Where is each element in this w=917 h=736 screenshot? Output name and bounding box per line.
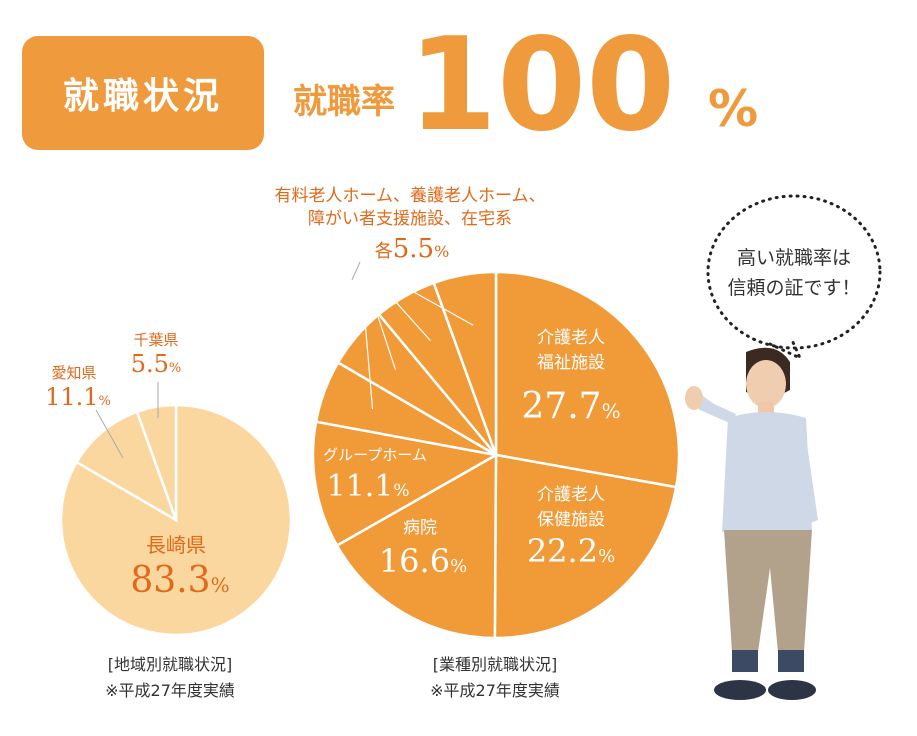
right-cuff [778,650,804,672]
industry-pie-slice-7 [432,270,498,456]
fukushi-value-unit: % [602,399,621,423]
shirt [722,412,812,532]
face [746,360,786,408]
aichi-value-unit: % [99,394,111,409]
byoin-label: 病院 [403,518,437,538]
small-slice-leader-0 [359,261,374,410]
fukushi-label-line2: 福祉施設 [537,353,605,373]
small-slice-leader-1 [359,261,397,370]
right-shoe [768,680,816,700]
chiba-value-number: 5.5 [131,350,169,378]
small-slices-value: 5.5 [393,234,434,264]
region-pie-slice-1 [74,410,179,523]
left-cuff [732,650,758,672]
hoken-value-unit: % [598,546,615,567]
grouphome-value-unit: % [393,481,409,501]
industry-pie-slice-2 [335,452,498,640]
lower-arm [796,424,818,524]
industry-pie-chart [311,270,681,640]
small-slices-prefix: 各 [375,241,393,262]
region-chart-note: ※平成27年度実績 [105,681,235,700]
region-pie-slice-2 [135,403,178,521]
industry-pie-slice-0 [494,270,681,489]
industry-chart-caption: [業種別就職状況] ※平成27年度実績 [395,652,595,704]
aichi-leader-line [95,409,124,459]
aichi-value-number: 11.1 [45,383,98,411]
hoken-value-number: 22.2 [527,532,598,570]
industry-chart-title: [業種別就職状況] [432,655,558,674]
byoin-value-number: 16.6 [379,542,450,580]
industry-chart-note: ※平成27年度実績 [430,681,560,700]
chiba-label: 千葉県 [133,331,178,349]
employment-rate-label: 就職率 [293,82,395,122]
small-slice-leader-stub [351,261,361,281]
employment-rate-value: 100 [408,11,676,160]
small-slices-value: 各5.5% [375,234,450,264]
nagasaki-label: 長崎県 [146,533,206,557]
speech-bubble-text: 高い就職率は 信頼の証です！ [712,198,876,348]
hoken-label-line1: 介護老人 [537,485,605,505]
speech-bubble-line1: 高い就職率は [736,247,851,269]
small-slice-leader-2 [359,261,431,342]
status-badge: 就職状況 [22,36,264,150]
industry-pie-slice-3 [311,420,500,548]
nagasaki-value-unit: % [211,573,230,597]
employment-rate-unit: % [708,80,759,138]
byoin-value-unit: % [450,556,467,577]
raised-hand [685,386,703,410]
trousers [724,530,812,652]
speech-bubble-outline [706,194,882,350]
fukushi-value-number: 27.7 [521,386,601,427]
grouphome-value-number: 11.1 [327,469,394,504]
left-shoe [714,680,766,700]
byoin-value: 16.6% [379,542,467,580]
small-slices-label-line1: 有料老人ホーム、養護老人ホーム、 [275,186,546,206]
industry-pie-slice-1 [493,453,678,640]
small-slices-unit: % [434,242,449,261]
hoken-label-line2: 保健施設 [537,510,605,530]
person-illustration [685,347,818,700]
grouphome-label: グループホーム [323,446,427,464]
fukushi-label-line1: 介護老人 [537,328,605,348]
grouphome-value: 11.1% [327,469,410,504]
region-chart-caption: [地域別就職状況] ※平成27年度実績 [70,652,270,704]
aichi-value: 11.1% [45,383,111,411]
chiba-value-unit: % [169,361,181,376]
hoken-value: 22.2% [527,532,615,570]
chiba-value: 5.5% [131,350,182,378]
chart-labels: 長崎県83.3%愛知県11.1%千葉県5.5%介護老人福祉施設27.7%介護老人… [45,186,620,601]
speech-bubble-line2: 信頼の証です！ [727,277,861,299]
fukushi-value: 27.7% [521,386,620,427]
nagasaki-value: 83.3% [130,560,229,601]
small-slices-label-line2: 障がい者支援施設、在宅系 [308,209,512,229]
aichi-label: 愛知県 [51,364,96,382]
region-pie-chart [59,403,293,637]
speech-bubble [706,194,882,362]
region-chart-title: [地域別就職状況] [107,655,233,674]
small-slice-leader-3 [359,261,474,326]
nagasaki-value-number: 83.3 [130,560,210,601]
